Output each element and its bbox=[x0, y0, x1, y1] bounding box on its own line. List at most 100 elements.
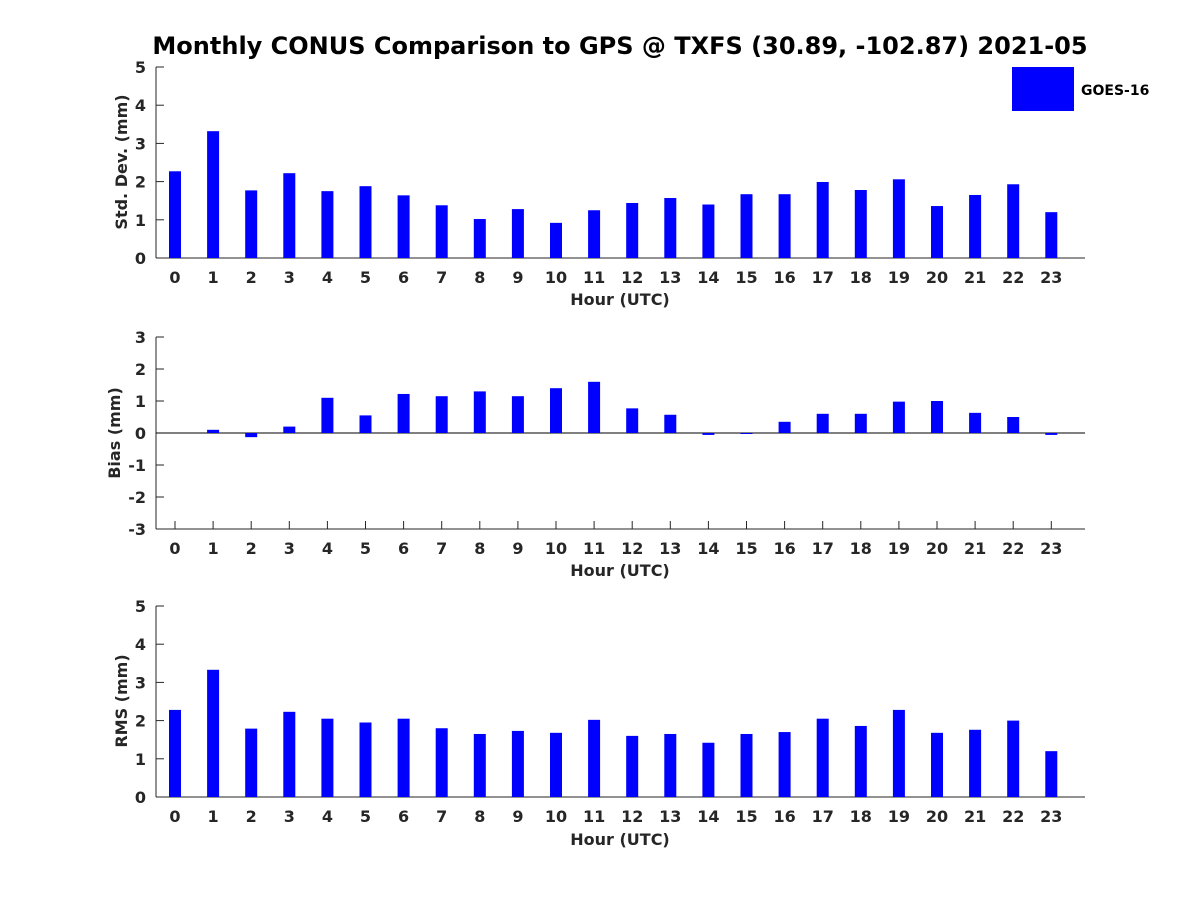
x-tick-label: 22 bbox=[1002, 268, 1024, 287]
bar bbox=[397, 718, 410, 797]
x-tick-label: 11 bbox=[583, 268, 605, 287]
x-tick-label: 5 bbox=[360, 807, 371, 826]
y-tick-label: 5 bbox=[135, 58, 146, 77]
x-tick-label: 6 bbox=[398, 807, 409, 826]
bar bbox=[892, 401, 905, 433]
x-tick-label: 20 bbox=[926, 268, 948, 287]
bar bbox=[854, 725, 867, 797]
bar bbox=[892, 709, 905, 797]
legend-swatch bbox=[1012, 67, 1074, 111]
bar bbox=[854, 190, 867, 258]
bar bbox=[359, 415, 372, 433]
bar bbox=[778, 421, 791, 433]
bar bbox=[931, 732, 943, 797]
y-tick-label: 0 bbox=[135, 788, 146, 807]
x-tick-label: 22 bbox=[1002, 539, 1024, 558]
x-tick-label: 11 bbox=[583, 539, 605, 558]
bar bbox=[321, 718, 334, 797]
x-tick-label: 8 bbox=[474, 807, 485, 826]
x-tick-label: 6 bbox=[398, 539, 409, 558]
y-tick-label: -1 bbox=[128, 456, 146, 475]
y-tick-label: -2 bbox=[128, 488, 146, 507]
y-tick-label: 1 bbox=[135, 392, 146, 411]
bar bbox=[169, 171, 181, 258]
x-tick-label: 23 bbox=[1040, 268, 1062, 287]
bar bbox=[1045, 212, 1058, 258]
x-tick-label: 17 bbox=[812, 807, 834, 826]
x-tick-label: 14 bbox=[697, 539, 719, 558]
x-tick-label: 19 bbox=[888, 539, 910, 558]
x-tick-label: 15 bbox=[735, 268, 757, 287]
bar bbox=[778, 732, 791, 797]
x-tick-label: 8 bbox=[474, 268, 485, 287]
y-tick-label: 3 bbox=[135, 328, 146, 347]
bar bbox=[511, 396, 524, 433]
x-tick-label: 11 bbox=[583, 807, 605, 826]
x-tick-label: 12 bbox=[621, 539, 643, 558]
bar bbox=[207, 131, 220, 258]
y-tick-label: 1 bbox=[135, 750, 146, 769]
bar bbox=[435, 396, 448, 433]
x-tick-label: 21 bbox=[964, 268, 986, 287]
bar bbox=[435, 205, 448, 258]
bar bbox=[550, 388, 562, 433]
x-tick-label: 10 bbox=[545, 268, 567, 287]
x-tick-label: 15 bbox=[735, 807, 757, 826]
bar bbox=[245, 190, 258, 258]
x-tick-label: 16 bbox=[773, 268, 795, 287]
bar bbox=[931, 206, 943, 258]
bar bbox=[969, 412, 982, 433]
bar bbox=[740, 194, 753, 258]
bar bbox=[969, 729, 982, 797]
bar bbox=[588, 381, 601, 433]
bar bbox=[321, 397, 334, 433]
bar bbox=[359, 186, 372, 258]
x-tick-label: 9 bbox=[512, 539, 523, 558]
x-axis-label: Hour (UTC) bbox=[570, 561, 670, 580]
legend: GOES-16 bbox=[1012, 67, 1149, 111]
x-tick-label: 18 bbox=[850, 268, 872, 287]
x-tick-label: 7 bbox=[436, 539, 447, 558]
x-tick-label: 4 bbox=[322, 268, 333, 287]
chart-title: Monthly CONUS Comparison to GPS @ TXFS (… bbox=[152, 32, 1087, 60]
bar bbox=[207, 669, 220, 797]
x-tick-label: 18 bbox=[850, 539, 872, 558]
x-tick-label: 3 bbox=[284, 268, 295, 287]
bar bbox=[588, 719, 601, 797]
x-tick-label: 2 bbox=[246, 268, 257, 287]
bar bbox=[397, 393, 410, 433]
bar bbox=[511, 730, 524, 797]
bar bbox=[816, 718, 829, 797]
bar bbox=[207, 429, 220, 433]
x-tick-label: 4 bbox=[322, 807, 333, 826]
x-tick-label: 5 bbox=[360, 268, 371, 287]
bar bbox=[1007, 417, 1020, 433]
bar bbox=[740, 433, 753, 434]
x-tick-label: 9 bbox=[512, 807, 523, 826]
x-axis-label: Hour (UTC) bbox=[570, 830, 670, 849]
x-tick-label: 19 bbox=[888, 268, 910, 287]
x-tick-label: 12 bbox=[621, 807, 643, 826]
y-tick-label: 2 bbox=[135, 173, 146, 192]
x-tick-label: 16 bbox=[773, 539, 795, 558]
x-tick-label: 15 bbox=[735, 539, 757, 558]
x-tick-label: 5 bbox=[360, 539, 371, 558]
bar bbox=[473, 733, 486, 797]
x-tick-label: 21 bbox=[964, 807, 986, 826]
bar bbox=[550, 732, 562, 797]
bar bbox=[1007, 184, 1020, 258]
y-axis-label: Std. Dev. (mm) bbox=[112, 94, 131, 229]
x-tick-label: 18 bbox=[850, 807, 872, 826]
bar bbox=[283, 173, 296, 258]
x-tick-label: 17 bbox=[812, 268, 834, 287]
bar bbox=[969, 194, 982, 258]
y-tick-label: 2 bbox=[135, 360, 146, 379]
bar bbox=[359, 722, 372, 797]
bar bbox=[626, 202, 639, 258]
bar bbox=[892, 179, 905, 258]
bar bbox=[1045, 751, 1058, 797]
x-tick-label: 8 bbox=[474, 539, 485, 558]
y-tick-label: -3 bbox=[128, 520, 146, 539]
